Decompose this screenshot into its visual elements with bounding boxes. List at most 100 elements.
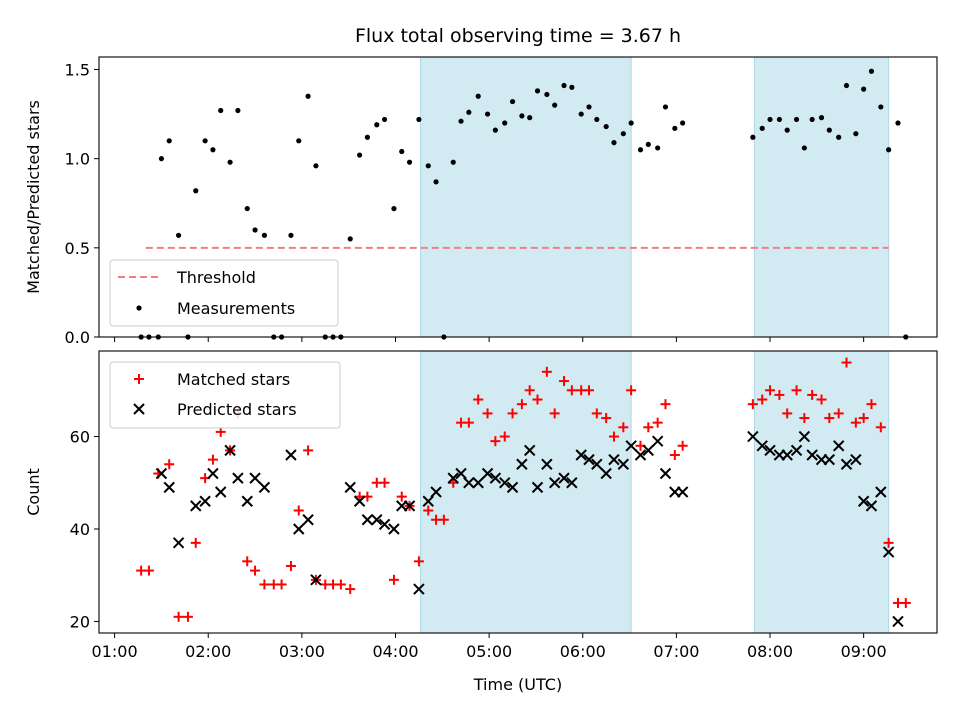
measurement-point	[450, 159, 456, 165]
predicted-star-point	[378, 518, 391, 531]
matched-star-point	[807, 389, 818, 400]
predicted-star-point	[371, 514, 383, 526]
bottom-legend: Matched stars Predicted stars	[109, 361, 341, 429]
predicted-star-point-b	[865, 500, 878, 512]
measurement-point	[492, 127, 498, 133]
measurement-point	[561, 82, 567, 89]
predicted-star-point	[472, 477, 484, 489]
bottom-y-axis-label: Count	[24, 468, 43, 516]
predicted-star-point-b	[413, 583, 425, 595]
predicted-star-point	[875, 486, 887, 498]
predicted-star-point	[413, 583, 425, 595]
predicted-star-point	[249, 472, 261, 484]
predicted-star-point	[207, 467, 219, 480]
matched-star-point	[833, 408, 844, 419]
predicted-star-point-b	[506, 481, 519, 494]
predicted-star-point	[764, 444, 776, 457]
measurement-point	[603, 123, 609, 130]
measurement-point	[484, 111, 491, 117]
predicted-star-point	[430, 486, 442, 498]
measurement-point	[391, 205, 397, 212]
predicted-star-point	[224, 444, 236, 457]
predicted-star-point-b	[249, 472, 261, 484]
predicted-star-point-b	[378, 518, 391, 531]
predicted-star-point-b	[215, 486, 227, 498]
matched-star-point	[507, 408, 518, 419]
predicted-star-point	[756, 440, 768, 452]
matched-star-point	[276, 579, 287, 590]
measurement-point	[374, 122, 380, 128]
predicted-star-point	[531, 481, 544, 494]
predicted-star-point	[172, 537, 185, 549]
measurement-point	[399, 148, 405, 155]
matched-star-point	[660, 399, 671, 410]
predicted-star-point-b	[548, 477, 561, 489]
predicted-star-point	[155, 467, 168, 480]
matched-star-point	[396, 491, 407, 502]
measurement-point	[218, 107, 224, 114]
bottom-panel: 20 40 60 01:00 02:00 03:00 04:00 05:00 06:00 07:…	[24, 350, 938, 694]
matched-star-point	[379, 477, 390, 488]
predicted-star-point-b	[361, 514, 374, 526]
predicted-star-point-b	[531, 481, 544, 494]
measurement-point	[502, 120, 508, 126]
legend-predicted-swatch	[133, 403, 145, 415]
measurement-point	[801, 145, 807, 151]
predicted-star-point-b	[199, 495, 211, 507]
measurement-point	[853, 131, 859, 137]
predicted-star-point-b	[163, 481, 175, 494]
bottom-y-axis: 20 40 60	[70, 428, 99, 631]
predicted-star-point	[747, 430, 759, 443]
predicted-star-point	[625, 440, 637, 452]
predicted-star-point	[591, 458, 603, 470]
matched-star-point	[757, 394, 768, 405]
predicted-star-point-b	[207, 467, 219, 480]
predicted-star-point	[892, 615, 904, 628]
y-tick-label: 60	[70, 428, 90, 447]
predicted-star-point-b	[676, 486, 689, 498]
matched-star-point	[584, 385, 595, 396]
predicted-star-point-b	[747, 430, 759, 443]
bottom-x-axis: 01:00 02:00 03:00 04:00 05:00 06:00 07:00 08:00…	[92, 633, 887, 661]
measurement-point	[210, 147, 216, 153]
matched-star-point	[164, 459, 175, 470]
predicted-star-point-b	[634, 449, 647, 461]
matched-star-point	[643, 422, 654, 433]
predicted-star-point	[499, 477, 511, 489]
predicted-star-point-b	[241, 495, 253, 507]
predicted-star-point	[258, 481, 271, 494]
measurement-point	[519, 113, 525, 119]
predicted-star-point-b	[882, 546, 895, 558]
x-tick-label: 02:00	[185, 642, 231, 661]
top-shaded-regions	[419, 56, 890, 338]
measurement-point	[759, 125, 765, 131]
predicted-star-point-b	[489, 472, 502, 484]
predicted-star-point	[422, 495, 434, 507]
matched-star-point	[303, 445, 314, 456]
legend-x-marker	[133, 403, 145, 415]
measurement-point	[544, 91, 550, 98]
bottom-plot-marks	[136, 357, 911, 628]
predicted-star-point	[463, 477, 475, 489]
x-axis-label: Time (UTC)	[473, 675, 562, 694]
y-tick-label: 20	[70, 612, 90, 631]
matched-star-point	[850, 417, 861, 428]
matched-star-point	[591, 408, 602, 419]
legend-matched-swatch	[134, 374, 144, 384]
predicted-star-point-b	[403, 500, 416, 512]
shaded-interval	[753, 56, 890, 338]
matched-star-point	[182, 611, 193, 622]
measurement-point	[886, 147, 892, 153]
legend-predicted-label: Predicted stars	[177, 400, 297, 419]
predicted-star-point-b	[558, 472, 570, 484]
predicted-star-point	[642, 444, 655, 457]
measurement-point	[637, 147, 644, 153]
measurement-point	[793, 116, 800, 123]
predicted-star-point-b	[541, 458, 553, 470]
measurement-point	[288, 232, 294, 238]
predicted-star-point	[634, 449, 647, 461]
matched-star-point	[626, 385, 637, 396]
measurement-point	[166, 138, 172, 144]
measurement-point	[527, 115, 533, 121]
matched-star-point	[824, 413, 835, 424]
